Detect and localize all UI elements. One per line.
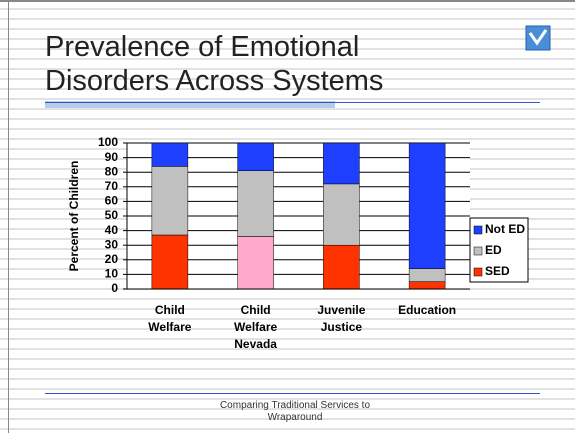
bar-segment [408,268,446,282]
legend-swatch [473,246,483,256]
bar-segment [408,281,446,290]
title-bar [45,101,335,108]
y-tick-label: 70 [105,179,119,193]
bar-segment [151,166,189,236]
y-tick-label: 30 [105,237,119,251]
bar-segment [237,236,274,290]
bar-segment [408,142,446,269]
legend-label: ED [485,243,502,257]
left-border [8,0,9,433]
bar-segment [237,142,274,171]
slide-title: Prevalence of Emotional Disorders Across… [45,31,384,97]
x-tick-label: Child Welfare Nevada [234,303,278,351]
bar-segment [323,183,360,246]
x-tick-label: Child Welfare [148,303,192,334]
y-tick-label: 0 [111,281,118,295]
y-tick-label: 10 [105,267,119,281]
top-border [0,0,575,2]
y-axis-label: Percent of Children [67,161,81,272]
legend-label: Not ED [485,222,525,236]
x-tick-label: Juvenile Justice [317,303,366,334]
x-tick-label: Education [398,303,457,317]
footer-rule [45,393,540,394]
bar-segment [237,170,274,237]
y-tick-label: 90 [105,150,119,164]
footer-text: Comparing Traditional Services to Wrapar… [219,400,371,423]
y-tick-label: 80 [105,164,119,178]
bar-segment [323,244,360,290]
y-tick-label: 40 [105,223,119,237]
y-tick-label: 100 [98,135,118,149]
y-tick-label: 20 [105,252,119,266]
y-tick-label: 60 [105,194,119,208]
legend-swatch [473,267,483,277]
bar-segment [151,234,189,290]
bar-segment [323,142,360,185]
logo-icon [525,25,551,51]
bar-segment [151,142,189,167]
y-tick-label: 50 [105,208,119,222]
title-rule [45,102,540,103]
legend-label: SED [485,264,510,278]
legend-swatch [473,225,483,235]
